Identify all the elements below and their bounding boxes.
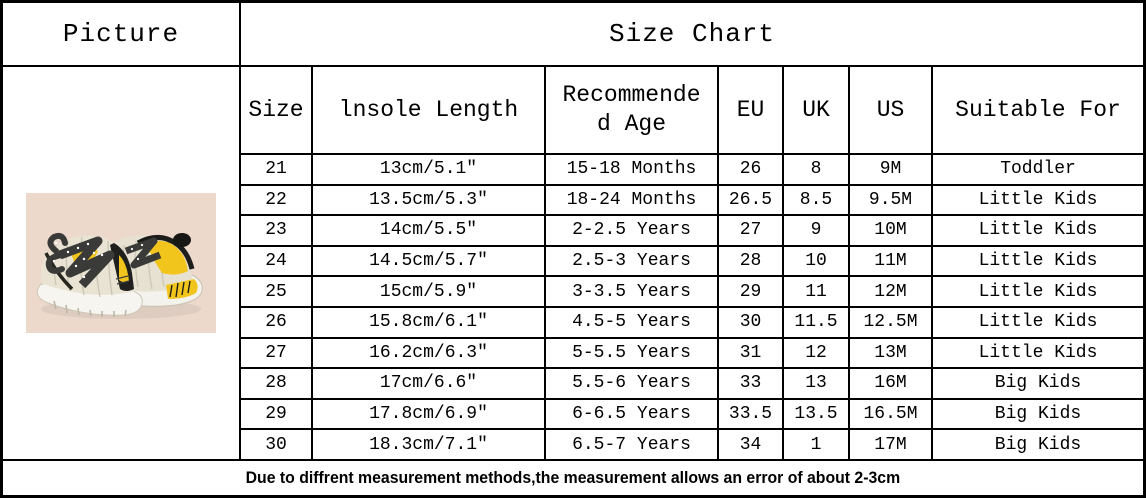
table-cell: 33 xyxy=(718,368,783,399)
table-cell: 31 xyxy=(718,337,783,369)
table-cell: Toddler xyxy=(932,154,1144,185)
table-cell: 30 xyxy=(718,307,783,338)
table-cell: 10M xyxy=(849,215,932,246)
table-cell: 1 xyxy=(783,429,849,460)
table-cell: Little Kids xyxy=(932,245,1144,277)
picture-header-label: Picture xyxy=(62,19,180,49)
sneakers-image xyxy=(26,193,216,333)
table-cell: 2-2.5 Years xyxy=(545,215,718,246)
table-cell: 23 xyxy=(240,215,312,246)
table-cell: 34 xyxy=(718,429,783,460)
table-cell: Little Kids xyxy=(932,307,1144,338)
table-cell: 9M xyxy=(849,154,932,185)
table-cell: 3-3.5 Years xyxy=(545,276,718,307)
table-cell: 11.5 xyxy=(783,307,849,338)
table-cell: 15.8cm/6.1″ xyxy=(312,307,545,338)
table-cell: 14cm/5.5″ xyxy=(312,215,545,246)
table-cell: Big Kids xyxy=(932,368,1144,399)
table-cell: 12M xyxy=(849,276,932,307)
table-cell: 30 xyxy=(240,429,312,460)
back-shoe xyxy=(113,233,203,307)
table-cell: 9 xyxy=(783,215,849,246)
table-cell: 26.5 xyxy=(718,184,783,216)
table-cell: Little Kids xyxy=(932,215,1144,246)
col-header-insole-length: lnsole Length xyxy=(312,66,545,154)
table-cell: 13 xyxy=(783,368,849,399)
front-shoe xyxy=(36,232,143,317)
table-cell: 5.5-6 Years xyxy=(545,368,718,399)
table-cell: 16.5M xyxy=(849,398,932,430)
size-chart-title-cell: Size Chart xyxy=(240,2,1144,66)
table-cell: 16M xyxy=(849,368,932,399)
table-cell: 18.3cm/7.1″ xyxy=(312,429,545,460)
table-cell: Little Kids xyxy=(932,276,1144,307)
table-cell: Little Kids xyxy=(932,184,1144,216)
table-cell: 6-6.5 Years xyxy=(545,398,718,430)
table-cell: 8 xyxy=(783,154,849,185)
col-header-uk: UK xyxy=(783,66,849,154)
col-header-recommended-age: Recommende d Age xyxy=(545,66,718,154)
table-cell: 5-5.5 Years xyxy=(545,337,718,369)
note-row: Due to diffrent measurement methods,the … xyxy=(2,460,1144,496)
table-cell: 8.5 xyxy=(783,184,849,216)
page-title: Size Chart xyxy=(608,19,776,49)
table-cell: 18-24 Months xyxy=(545,184,718,216)
table-cell: 17M xyxy=(849,429,932,460)
table-cell: 33.5 xyxy=(718,398,783,430)
table-cell: 13.5cm/5.3″ xyxy=(312,184,545,216)
table-cell: 10 xyxy=(783,245,849,277)
table-cell: 29 xyxy=(240,398,312,430)
table-cell: 9.5M xyxy=(849,184,932,216)
table-cell: 17cm/6.6″ xyxy=(312,368,545,399)
col-header-eu: EU xyxy=(718,66,783,154)
table-cell: 12 xyxy=(783,337,849,369)
table-cell: 6.5-7 Years xyxy=(545,429,718,460)
table-cell: 26 xyxy=(240,307,312,338)
table-cell: 22 xyxy=(240,184,312,216)
table-cell: 2.5-3 Years xyxy=(545,245,718,277)
table-cell: 29 xyxy=(718,276,783,307)
table-cell: 13M xyxy=(849,337,932,369)
table-cell: 21 xyxy=(240,154,312,185)
table-cell: 27 xyxy=(718,215,783,246)
measurement-note: Due to diffrent measurement methods,the … xyxy=(245,468,901,487)
table-cell: 11 xyxy=(783,276,849,307)
table-cell: Big Kids xyxy=(932,398,1144,430)
table-cell: 15cm/5.9″ xyxy=(312,276,545,307)
picture-cell xyxy=(2,66,240,460)
table-cell: 24 xyxy=(240,245,312,277)
table-cell: 28 xyxy=(718,245,783,277)
table-cell: 16.2cm/6.3″ xyxy=(312,337,545,369)
table-cell: 28 xyxy=(240,368,312,399)
table-cell: 13.5 xyxy=(783,398,849,430)
col-header-size: Size xyxy=(240,66,312,154)
table-cell: Little Kids xyxy=(932,337,1144,369)
col-header-suitable-for: Suitable For xyxy=(932,66,1144,154)
table-cell: 17.8cm/6.9″ xyxy=(312,398,545,430)
table-cell: 27 xyxy=(240,337,312,369)
table-cell: 15-18 Months xyxy=(545,154,718,185)
table-cell: 4.5-5 Years xyxy=(545,307,718,338)
table-cell: 14.5cm/5.7″ xyxy=(312,245,545,277)
table-cell: 12.5M xyxy=(849,307,932,338)
table-cell: 13cm/5.1″ xyxy=(312,154,545,185)
table-cell: Big Kids xyxy=(932,429,1144,460)
col-header-us: US xyxy=(849,66,932,154)
picture-header-cell: Picture xyxy=(2,2,240,66)
table-cell: 26 xyxy=(718,154,783,185)
table-cell: 11M xyxy=(849,245,932,277)
table-cell: 25 xyxy=(240,276,312,307)
